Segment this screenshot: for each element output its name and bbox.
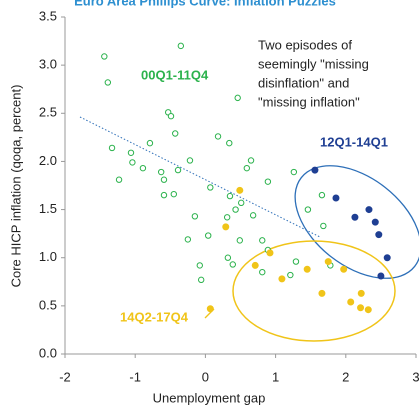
point xyxy=(160,191,168,199)
point xyxy=(234,94,241,102)
point xyxy=(371,218,379,226)
point xyxy=(278,275,286,283)
point xyxy=(157,168,165,176)
point xyxy=(357,289,365,297)
series-label: 12Q1-14Q1 xyxy=(320,134,388,149)
point xyxy=(226,192,234,200)
y-tick-label: 0.0 xyxy=(39,345,57,360)
point xyxy=(365,206,373,214)
point xyxy=(259,268,266,276)
point xyxy=(104,79,112,86)
point xyxy=(340,265,348,273)
point xyxy=(196,262,203,269)
series-label: 14Q2-17Q4 xyxy=(120,309,189,324)
point xyxy=(311,166,319,174)
point xyxy=(127,149,135,156)
point xyxy=(351,213,359,221)
point xyxy=(222,223,230,231)
point xyxy=(357,304,365,312)
point xyxy=(170,190,178,198)
point xyxy=(318,191,326,199)
point xyxy=(146,139,154,147)
x-tick-label: -2 xyxy=(59,369,71,384)
point xyxy=(177,42,185,50)
point xyxy=(243,164,251,172)
point xyxy=(377,272,385,280)
point xyxy=(238,199,245,207)
x-tick-label: 0 xyxy=(202,369,209,384)
point xyxy=(108,144,116,152)
point xyxy=(229,261,236,268)
y-tick-label: 0.5 xyxy=(39,297,57,312)
point xyxy=(318,289,326,297)
point xyxy=(186,157,194,164)
point xyxy=(129,159,136,166)
y-tick-label: 2.0 xyxy=(39,153,57,168)
point xyxy=(232,206,239,213)
point xyxy=(236,186,244,194)
point xyxy=(375,231,383,239)
y-tick-label: 2.5 xyxy=(39,105,57,120)
point xyxy=(139,164,147,172)
point xyxy=(223,214,231,221)
x-tick-label: 3 xyxy=(412,369,419,384)
point xyxy=(251,261,259,269)
point xyxy=(249,212,257,219)
point xyxy=(206,305,214,313)
point xyxy=(205,232,212,239)
y-tick-label: 1.0 xyxy=(39,249,57,264)
point xyxy=(290,168,298,176)
annotation-line: "missing inflation" xyxy=(258,94,360,109)
x-tick-label: 1 xyxy=(272,369,279,384)
y-tick-label: 3.5 xyxy=(39,8,57,23)
point xyxy=(167,112,175,120)
y-tick-label: 3.0 xyxy=(39,57,57,72)
point xyxy=(160,176,168,183)
point xyxy=(101,53,108,60)
point xyxy=(174,166,182,174)
x-axis-label: Unemployment gap xyxy=(153,390,266,405)
point xyxy=(247,157,255,164)
point xyxy=(214,133,222,140)
point xyxy=(172,130,179,137)
point xyxy=(304,206,312,213)
point xyxy=(197,276,205,284)
point xyxy=(236,237,243,244)
annotation-line: disinflation" and xyxy=(258,75,349,90)
series-label: 00Q1-11Q4 xyxy=(141,67,209,82)
annotation-line: seemingly "missing xyxy=(258,56,369,71)
point xyxy=(259,237,266,244)
point xyxy=(184,236,192,243)
point xyxy=(115,176,123,183)
x-tick-label: 2 xyxy=(342,369,349,384)
point xyxy=(207,184,214,191)
chart-title: Euro Area Phillips Curve: Inflation Puzz… xyxy=(74,0,336,8)
point xyxy=(364,306,372,314)
point xyxy=(292,258,300,265)
y-axis-label: Core HICP inflation (qoqa, percent) xyxy=(8,85,23,288)
point xyxy=(224,254,232,261)
point xyxy=(320,222,327,230)
y-tick-label: 1.5 xyxy=(39,201,57,216)
point xyxy=(303,265,311,273)
point xyxy=(264,178,272,185)
point xyxy=(226,139,233,147)
x-tick-label: -1 xyxy=(129,369,141,384)
trend-line xyxy=(79,116,321,238)
point xyxy=(383,254,391,262)
blue-ellipse xyxy=(294,165,419,279)
point xyxy=(191,213,199,220)
point xyxy=(324,258,332,266)
point xyxy=(266,249,274,257)
point xyxy=(287,271,294,279)
point xyxy=(332,194,340,202)
point xyxy=(347,298,355,306)
yellow-ellipse xyxy=(232,240,396,342)
annotation-line: Two episodes of xyxy=(258,37,352,52)
